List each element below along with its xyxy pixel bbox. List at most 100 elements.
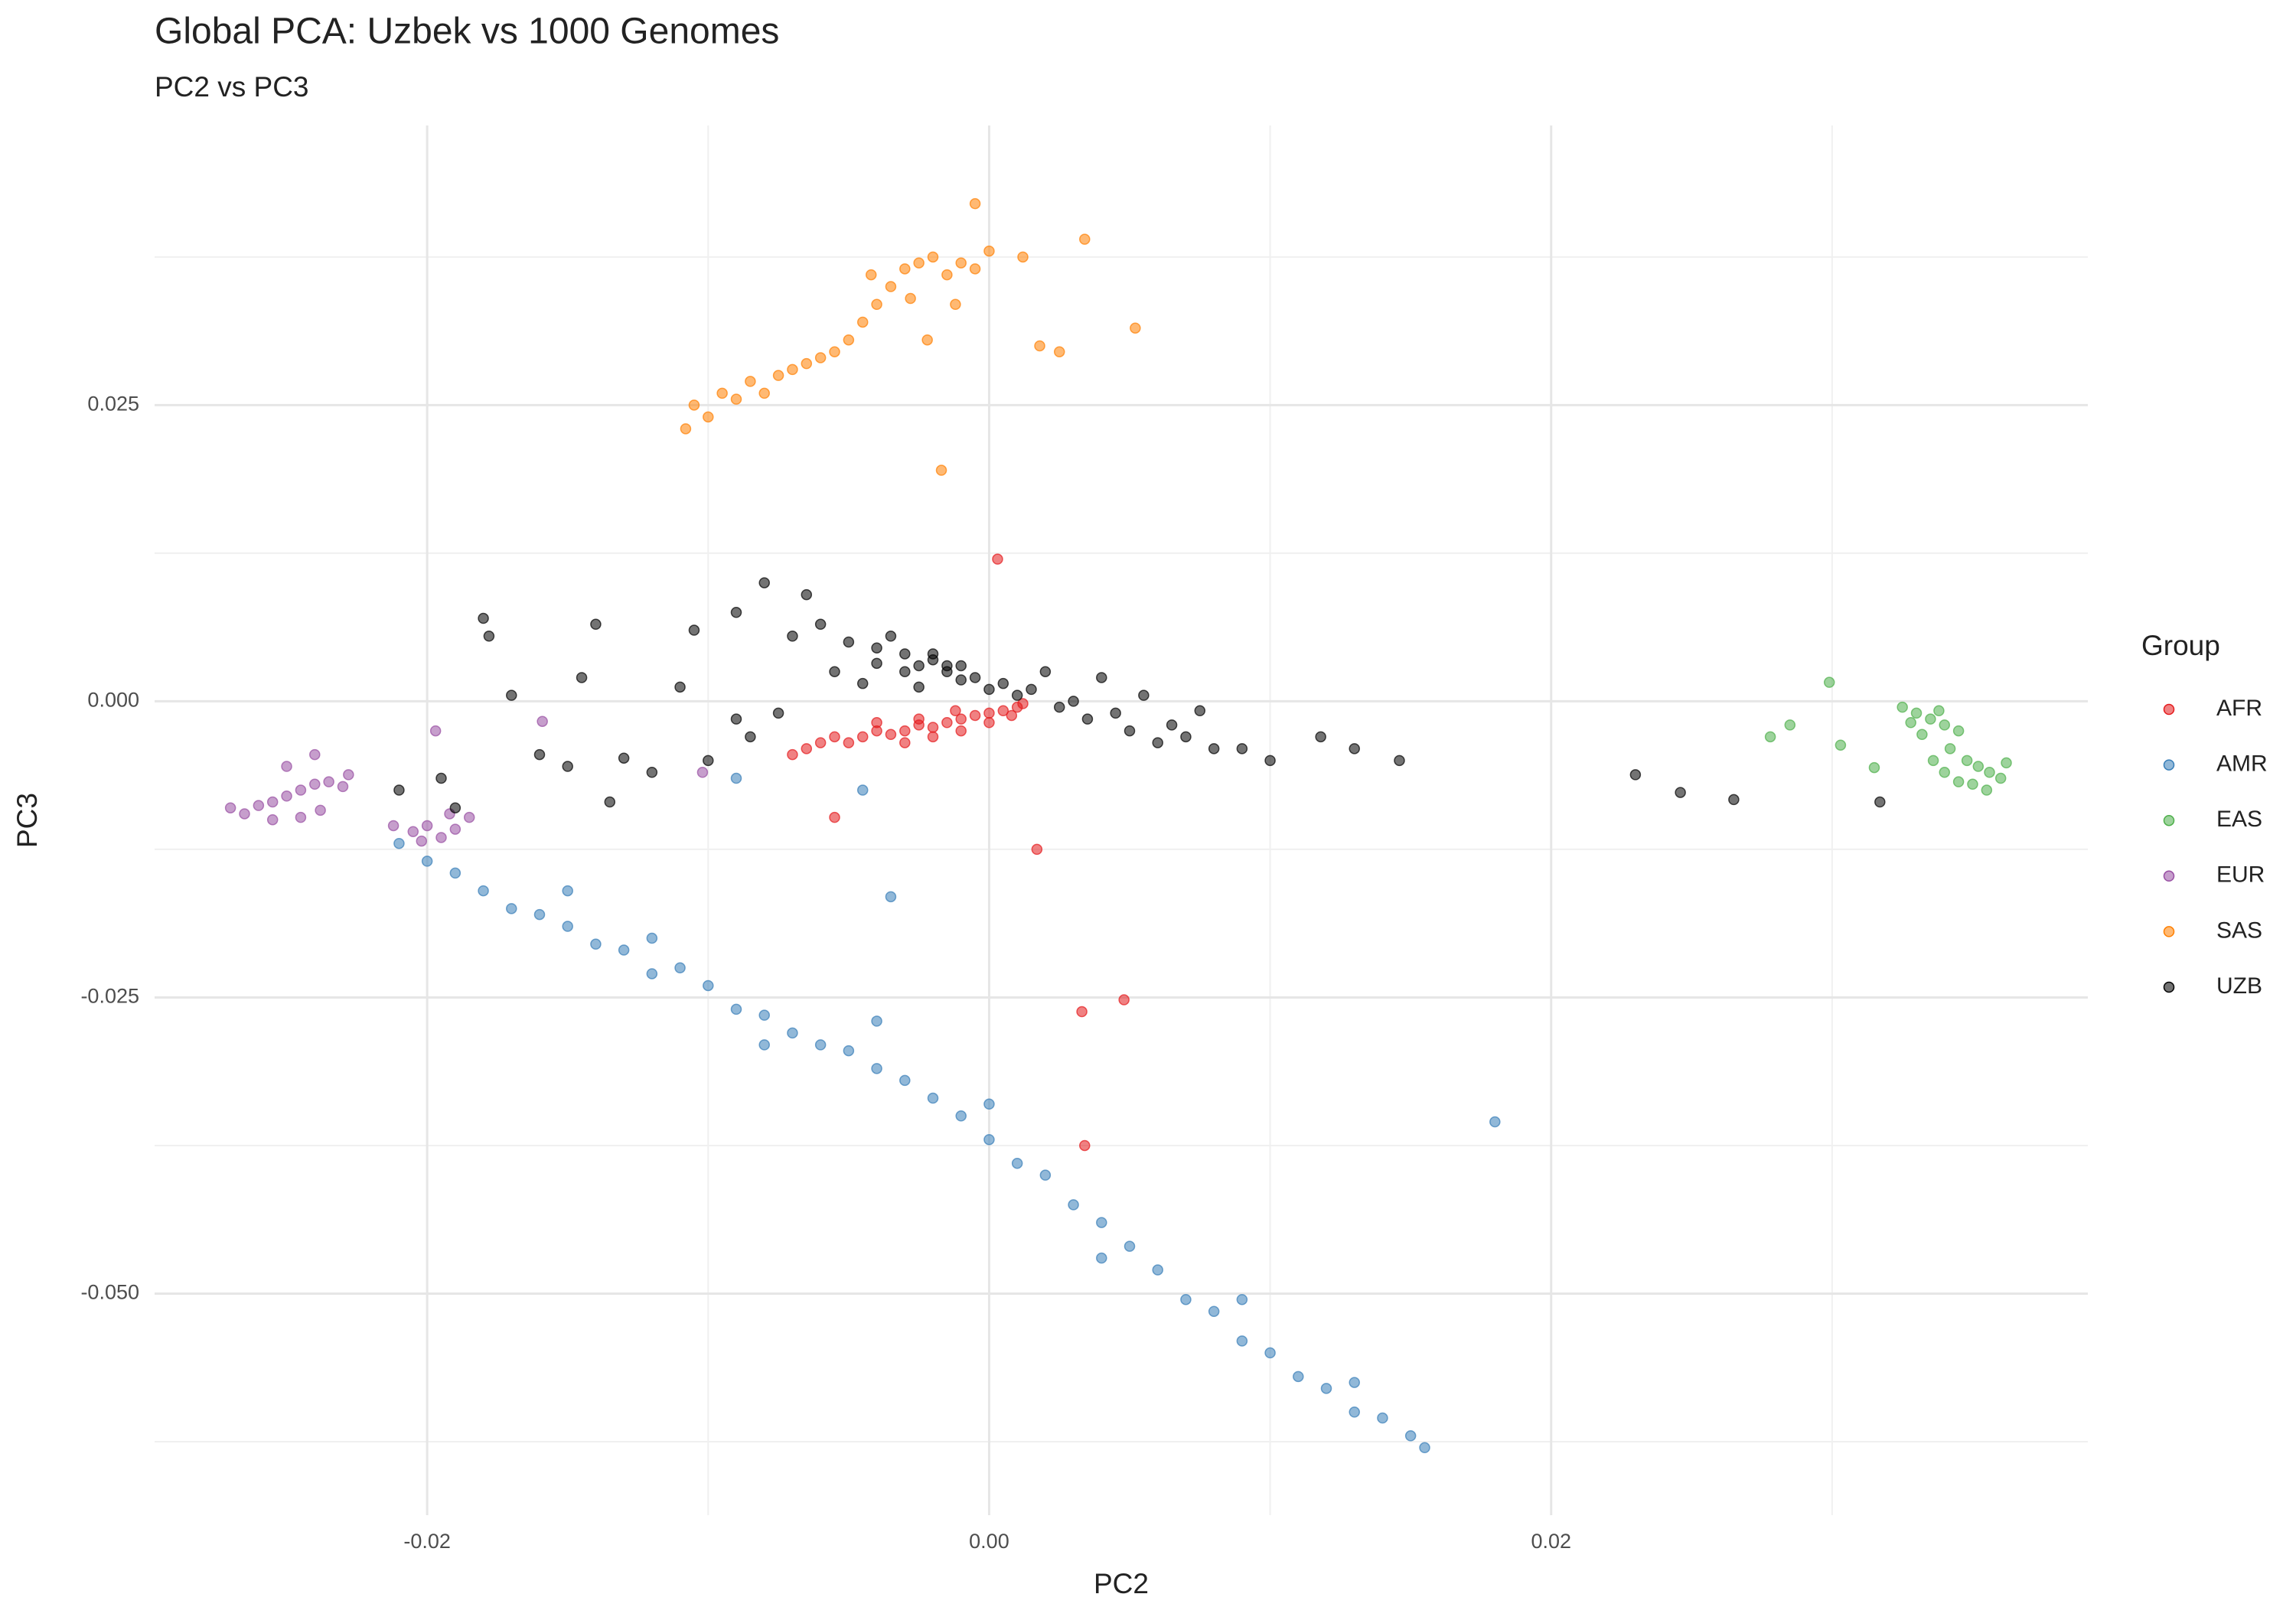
point [1130,322,1141,334]
point [1152,737,1163,748]
point [646,932,658,944]
point [829,811,840,823]
point [1675,787,1686,798]
point [590,618,602,631]
point [843,334,855,346]
point [758,1039,770,1051]
y-tick-label: 0.025 [87,392,139,415]
point [674,962,686,973]
point [1110,707,1121,719]
point [871,1063,882,1074]
y-tick-label: -0.050 [80,1281,139,1304]
point [969,672,981,683]
legend-label: EAS [2216,807,2262,832]
chart-subtitle: PC2 vs PC3 [155,71,309,103]
point [801,588,813,601]
point [1874,796,1886,808]
point [562,885,573,897]
point [905,292,916,305]
point [1728,794,1740,806]
point [983,683,995,696]
point [899,648,911,660]
point [1180,1293,1192,1305]
point [674,681,686,693]
point [1320,1383,1332,1394]
point [1031,843,1043,856]
point [950,298,961,311]
point [913,257,925,269]
point [1984,767,1995,778]
legend-label: UZB [2216,973,2262,999]
point [1039,1169,1052,1181]
point [1118,994,1130,1006]
point [1034,340,1045,352]
point [983,245,995,257]
point [680,423,692,435]
legend-key [2163,759,2175,771]
point [992,553,1003,565]
point [266,796,279,808]
x-tick-label: -0.02 [403,1530,451,1553]
point [393,784,405,796]
point [703,980,714,992]
point [1236,1335,1248,1347]
point [239,808,250,820]
point [730,1003,742,1015]
point [688,399,700,411]
point [941,660,953,672]
point [983,1098,995,1110]
point [1823,676,1835,688]
point [829,666,840,677]
point [983,717,995,729]
point [871,1015,882,1027]
point [913,713,925,725]
point [1349,1407,1360,1418]
x-tick-label: 0.00 [969,1530,1009,1553]
point [1419,1442,1430,1454]
point [1764,731,1776,743]
point [899,1074,911,1087]
point [1138,689,1150,701]
point [1952,725,1965,737]
point [463,811,475,823]
point [955,674,967,686]
legend-label: AMR [2216,751,2268,777]
point [1053,701,1065,713]
point [483,631,495,642]
point [646,968,658,980]
point [421,820,433,832]
point [787,363,798,376]
point [856,784,869,796]
point [787,1027,798,1039]
point [801,743,813,755]
point [590,938,602,950]
point [955,257,967,269]
point [1952,776,1965,787]
x-tick-label: 0.02 [1531,1530,1571,1553]
point [1006,709,1018,722]
point [281,790,292,802]
point [885,891,897,903]
point [703,755,714,767]
point [997,677,1009,689]
point [1349,743,1360,755]
point [758,1009,770,1021]
point [899,725,911,737]
point [1236,1293,1248,1305]
point [562,921,573,932]
point [1068,696,1079,707]
point [969,197,981,210]
point [1961,755,1973,767]
point [266,813,279,826]
point [1910,707,1923,719]
point [871,642,882,654]
point [1939,719,1951,731]
point [1489,1116,1501,1128]
point [1152,1264,1163,1276]
point [921,334,933,346]
point [1629,769,1642,781]
point [1835,739,1847,751]
point [1377,1412,1388,1424]
point [407,826,419,837]
point [941,269,953,281]
